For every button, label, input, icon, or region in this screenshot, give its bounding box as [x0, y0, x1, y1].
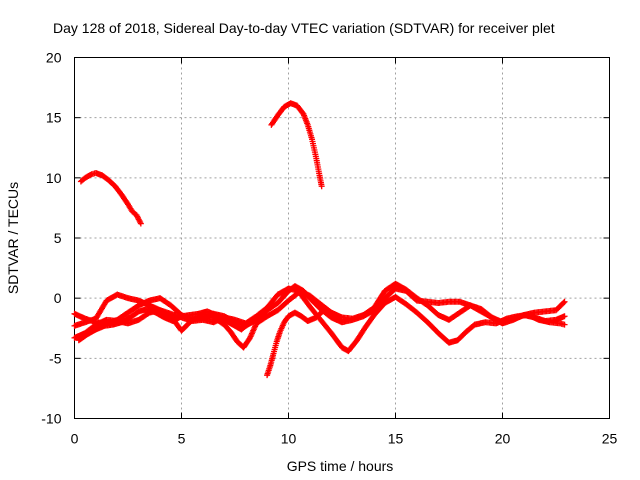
x-tick-label: 20: [495, 431, 511, 447]
y-tick-label: 5: [54, 230, 62, 246]
grid: [74, 57, 610, 419]
y-tick-label: 20: [46, 50, 62, 66]
series-track-d: [264, 305, 337, 379]
series-track-b: [71, 280, 568, 329]
data-point-marker: [561, 321, 568, 328]
series-track-e: [75, 305, 262, 344]
ticks: [74, 57, 610, 419]
y-tick-label: 15: [46, 110, 62, 126]
y-tick-label: 10: [46, 170, 62, 186]
data-point-marker: [561, 313, 568, 320]
y-axis-label: SDTVAR / TECUs: [5, 182, 21, 294]
series-track-c: [71, 289, 568, 355]
y-tick-label: 0: [54, 290, 62, 306]
tick-labels: 0 5 10 15 20 25 -10 -5 0 5 10 15 20: [41, 50, 617, 447]
data-point-marker: [137, 220, 144, 227]
y-tick-label: -10: [41, 411, 61, 427]
data-point-marker: [560, 299, 567, 306]
x-tick-label: 10: [281, 431, 297, 447]
x-tick-label: 5: [178, 431, 186, 447]
x-tick-label: 15: [388, 431, 404, 447]
series-arc-early-high: [77, 170, 144, 227]
x-axis-label: GPS time / hours: [287, 458, 394, 474]
x-tick-label: 0: [71, 431, 79, 447]
x-tick-label: 25: [602, 431, 618, 447]
data-point-marker: [561, 298, 568, 305]
series-arc-noon-peak: [268, 100, 325, 190]
data-point-marker: [330, 310, 337, 317]
data-point-marker: [318, 183, 325, 190]
data-point-marker: [255, 315, 262, 322]
data-marks: [71, 100, 568, 379]
chart-title: Day 128 of 2018, Sidereal Day-to-day VTE…: [53, 20, 555, 36]
y-tick-label: -5: [49, 350, 62, 366]
